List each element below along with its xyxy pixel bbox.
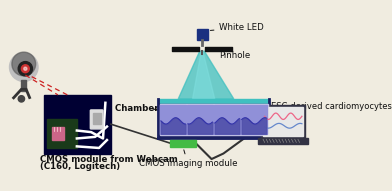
Bar	[22, 80, 26, 91]
Text: White LED: White LED	[211, 23, 264, 32]
Circle shape	[24, 67, 27, 70]
Polygon shape	[192, 51, 215, 99]
Bar	[158, 104, 269, 138]
Circle shape	[12, 52, 36, 76]
Bar	[160, 105, 186, 134]
Text: CMOS imaging module: CMOS imaging module	[139, 150, 237, 168]
Bar	[158, 99, 269, 104]
Circle shape	[18, 62, 33, 76]
Bar	[47, 119, 77, 148]
Bar	[171, 140, 196, 147]
Circle shape	[18, 96, 25, 102]
Bar	[160, 104, 268, 135]
Text: CMOS module from Webcam: CMOS module from Webcam	[40, 155, 178, 164]
Polygon shape	[178, 51, 234, 99]
Circle shape	[22, 65, 29, 73]
Text: (C160, Logitech): (C160, Logitech)	[40, 162, 120, 171]
Bar	[241, 105, 267, 134]
Text: Chamber Slide: Chamber Slide	[115, 104, 186, 114]
Bar	[93, 113, 101, 124]
Bar	[258, 138, 308, 144]
Text: Pinhole: Pinhole	[211, 49, 251, 60]
Bar	[44, 95, 111, 154]
Bar	[214, 105, 240, 134]
Text: ESC-derived cardiomyocytes: ESC-derived cardiomyocytes	[266, 102, 392, 116]
Bar	[51, 127, 64, 140]
FancyBboxPatch shape	[90, 110, 103, 129]
Bar	[187, 105, 213, 134]
Circle shape	[9, 53, 38, 81]
Bar	[196, 29, 208, 40]
Bar	[261, 105, 305, 138]
Bar	[263, 107, 303, 136]
